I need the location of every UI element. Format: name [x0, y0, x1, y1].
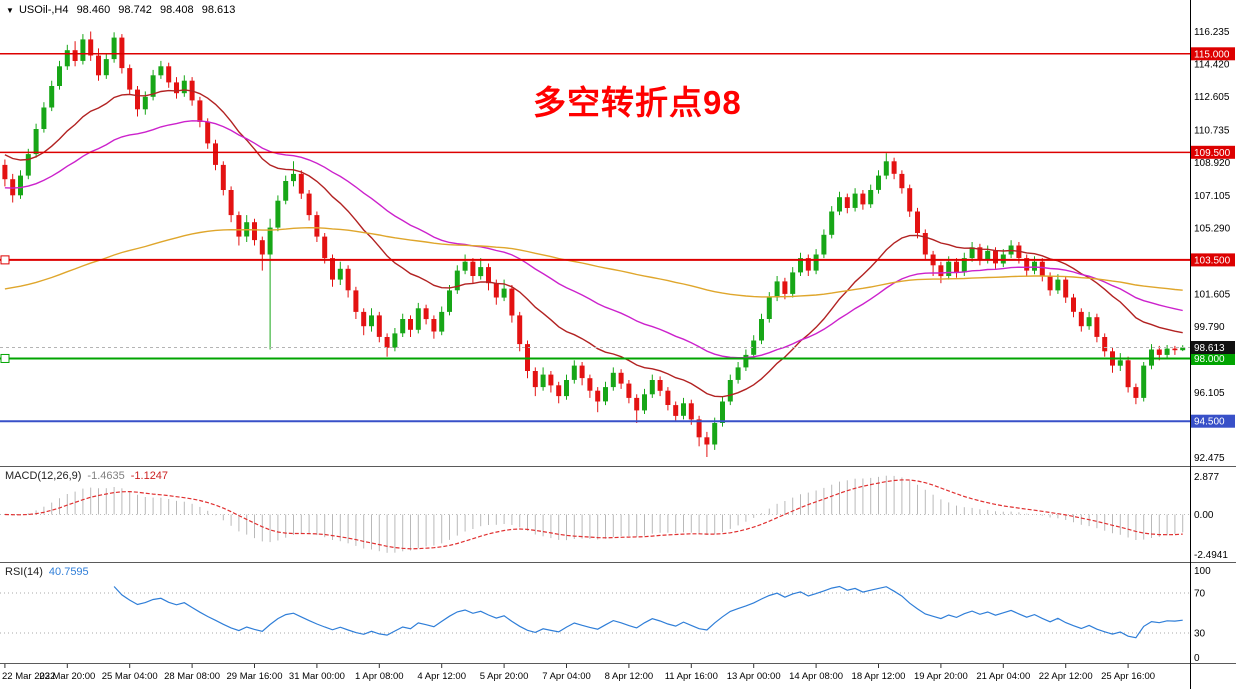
ma-fast-crimson: [4, 89, 1183, 398]
svg-text:96.105: 96.105: [1194, 388, 1225, 399]
svg-text:22 Apr 12:00: 22 Apr 12:00: [1039, 671, 1093, 682]
svg-text:30: 30: [1194, 629, 1206, 640]
svg-text:114.420: 114.420: [1194, 60, 1230, 71]
svg-text:0: 0: [1194, 653, 1200, 664]
svg-text:25 Apr 16:00: 25 Apr 16:00: [1101, 671, 1155, 682]
price-tag-103.500: 103.500: [1191, 253, 1235, 267]
macd-signal-line: [4, 479, 1183, 550]
svg-text:98.613: 98.613: [1194, 343, 1225, 354]
quote-close: 98.613: [201, 4, 236, 16]
svg-text:0.00: 0.00: [1194, 510, 1214, 521]
svg-text:11 Apr 16:00: 11 Apr 16:00: [665, 671, 718, 682]
svg-text:110.735: 110.735: [1194, 126, 1230, 137]
svg-text:116.235: 116.235: [1194, 27, 1230, 38]
svg-text:22 Mar 2022: 22 Mar 2022: [2, 671, 55, 682]
line-anchor[interactable]: [0, 255, 10, 265]
macd-axis-labels: 2.877 0.00 -2.4941: [1194, 472, 1228, 561]
macd-indicator-label: MACD(12,26,9) -1.4635 -1.1247: [5, 470, 174, 482]
annotation-text: 多空转折点98: [533, 84, 742, 121]
svg-text:7 Apr 04:00: 7 Apr 04:00: [542, 671, 591, 682]
quote-high: 98.742: [118, 4, 152, 16]
svg-text:98.000: 98.000: [1194, 354, 1225, 365]
rsi-name: RSI(14): [5, 566, 43, 578]
svg-text:115.000: 115.000: [1194, 49, 1230, 60]
macd-value-main: -1.4635: [87, 470, 125, 482]
svg-text:99.790: 99.790: [1194, 322, 1225, 333]
macd-name: MACD(12,26,9): [5, 470, 82, 482]
quote-bar: ▼ USOil-,H4 98.460 98.742 98.408 98.613: [6, 4, 240, 16]
ma-slow-orange: [4, 226, 1183, 298]
line-anchor[interactable]: [0, 353, 10, 363]
symbol-timeframe-label: USOil-,H4: [18, 4, 69, 16]
svg-text:108.920: 108.920: [1194, 158, 1231, 169]
svg-text:23 Mar 20:00: 23 Mar 20:00: [39, 671, 95, 682]
svg-text:112.605: 112.605: [1194, 92, 1230, 103]
svg-text:19 Apr 20:00: 19 Apr 20:00: [914, 671, 968, 682]
svg-text:8 Apr 12:00: 8 Apr 12:00: [605, 671, 654, 682]
svg-text:31 Mar 00:00: 31 Mar 00:00: [289, 671, 345, 682]
svg-text:25 Mar 04:00: 25 Mar 04:00: [102, 671, 158, 682]
svg-text:4 Apr 12:00: 4 Apr 12:00: [417, 671, 466, 682]
candlesticks[interactable]: [2, 31, 1186, 458]
macd-histogram: [12, 475, 1184, 553]
svg-text:21 Apr 04:00: 21 Apr 04:00: [976, 671, 1030, 682]
symbol-dropdown-icon[interactable]: ▼: [6, 6, 14, 15]
price-tag-98.613: 98.613: [1191, 341, 1235, 354]
svg-text:105.290: 105.290: [1194, 223, 1231, 234]
price-tag-94.500: 94.500: [1191, 414, 1235, 428]
rsi-line: [113, 585, 1183, 639]
svg-text:1 Apr 08:00: 1 Apr 08:00: [355, 671, 404, 682]
price-tag-115.000: 115.000: [1191, 47, 1235, 61]
rsi-axis-labels: 100 70 30 0: [1194, 566, 1211, 664]
svg-text:92.475: 92.475: [1194, 453, 1225, 464]
svg-text:94.500: 94.500: [1194, 417, 1225, 428]
ma-mid-magenta: [4, 120, 1183, 359]
svg-text:28 Mar 08:00: 28 Mar 08:00: [164, 671, 220, 682]
price-tag-98.000: 98.000: [1191, 352, 1235, 365]
svg-text:-2.4941: -2.4941: [1194, 550, 1228, 561]
svg-text:18 Apr 12:00: 18 Apr 12:00: [852, 671, 906, 682]
svg-text:100: 100: [1194, 566, 1211, 577]
svg-text:5 Apr 20:00: 5 Apr 20:00: [480, 671, 529, 682]
svg-text:101.605: 101.605: [1194, 289, 1231, 300]
svg-text:109.500: 109.500: [1194, 148, 1231, 159]
svg-text:14 Apr 08:00: 14 Apr 08:00: [789, 671, 843, 682]
svg-text:70: 70: [1194, 589, 1206, 600]
price-axis-ticks: 116.235 114.420 112.605 110.735 108.920 107.1…: [1194, 27, 1231, 464]
price-tag-109.500: 109.500: [1191, 145, 1235, 159]
svg-text:2.877: 2.877: [1194, 472, 1219, 483]
rsi-indicator-label: RSI(14) 40.7595: [5, 566, 95, 578]
svg-text:13 Apr 00:00: 13 Apr 00:00: [727, 671, 781, 682]
quote-low: 98.408: [160, 4, 194, 16]
svg-text:29 Mar 16:00: 29 Mar 16:00: [227, 671, 283, 682]
svg-text:107.105: 107.105: [1194, 191, 1231, 202]
rsi-value: 40.7595: [48, 566, 89, 578]
quote-open: 98.460: [76, 4, 111, 16]
svg-text:103.500: 103.500: [1194, 255, 1231, 266]
macd-value-signal: -1.1247: [130, 470, 169, 482]
